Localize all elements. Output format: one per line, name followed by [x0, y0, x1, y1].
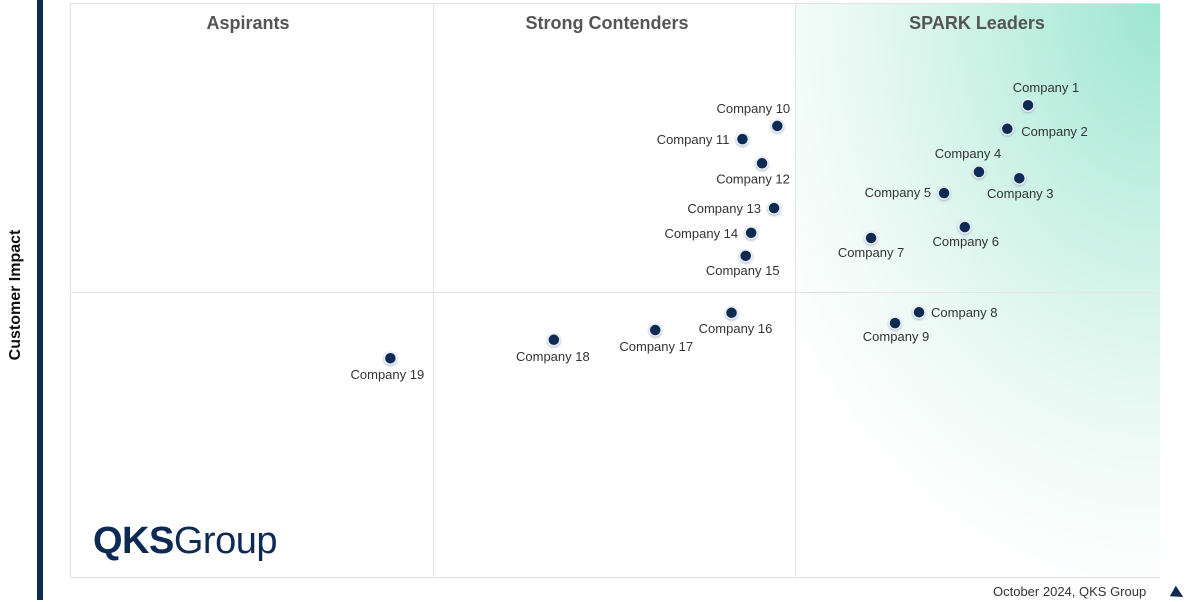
data-point-company-16 — [724, 306, 739, 320]
data-point-company-19 — [383, 351, 398, 365]
data-label-company-19: Company 19 — [351, 367, 425, 382]
data-label-company-3: Company 3 — [987, 186, 1053, 201]
data-point-company-5 — [937, 186, 951, 200]
data-point-company-6 — [958, 220, 972, 234]
quadrant-title-aspirants: Aspirants — [206, 13, 290, 33]
data-label-company-4: Company 4 — [935, 146, 1001, 161]
quadrant-divider-horizontal — [71, 292, 1159, 293]
data-label-company-15: Company 15 — [706, 263, 780, 278]
data-label-company-16: Company 16 — [699, 321, 773, 336]
data-point-company-14 — [744, 226, 758, 240]
qks-group-logo: QKSGroup — [93, 520, 277, 562]
data-point-company-12 — [755, 156, 769, 171]
data-point-company-4 — [972, 165, 986, 179]
data-point-company-8 — [912, 305, 926, 319]
data-point-company-9 — [888, 316, 902, 330]
quadrant-divider-2 — [795, 4, 796, 577]
data-point-company-17 — [648, 323, 662, 337]
plot-area: Aspirants Strong Contenders SPARK Leader… — [70, 3, 1160, 578]
data-point-company-13 — [767, 201, 781, 215]
data-label-company-5: Company 5 — [865, 185, 931, 200]
data-point-company-1 — [1021, 98, 1035, 112]
data-label-company-9: Company 9 — [863, 329, 929, 344]
leaders-quadrant-background — [795, 4, 1160, 577]
data-label-company-17: Company 17 — [619, 339, 693, 354]
data-point-company-11 — [735, 132, 750, 146]
data-label-company-6: Company 6 — [933, 234, 999, 249]
quadrant-title-spark-leaders: SPARK Leaders — [909, 13, 1045, 33]
data-label-company-12: Company 12 — [716, 171, 790, 186]
data-label-company-7: Company 7 — [838, 245, 904, 260]
data-label-company-14: Company 14 — [664, 226, 738, 241]
data-label-company-13: Company 13 — [687, 201, 761, 216]
quadrant-title-strong-contenders: Strong Contenders — [525, 13, 689, 33]
footer-credit: October 2024, QKS Group — [993, 584, 1147, 599]
data-point-company-15 — [738, 249, 753, 263]
scatter-plot: Company 1 Company 2 Company 3 Company 4 Comp… — [351, 80, 1088, 382]
data-label-company-10: Company 10 — [716, 101, 790, 116]
data-label-company-11: Company 11 — [657, 132, 730, 147]
data-point-company-2 — [1000, 122, 1015, 136]
data-point-company-18 — [547, 333, 561, 347]
y-axis-line — [37, 0, 43, 600]
data-label-company-1: Company 1 — [1013, 80, 1079, 95]
data-point-company-3 — [1012, 171, 1027, 185]
data-label-company-8: Company 8 — [931, 305, 997, 320]
y-axis-label: Customer Impact — [7, 229, 24, 361]
quadrant-divider-1 — [433, 4, 434, 577]
data-label-company-2: Company 2 — [1021, 124, 1087, 139]
data-point-company-10 — [770, 119, 785, 133]
data-point-company-7 — [864, 231, 878, 245]
data-label-company-18: Company 18 — [516, 349, 590, 364]
